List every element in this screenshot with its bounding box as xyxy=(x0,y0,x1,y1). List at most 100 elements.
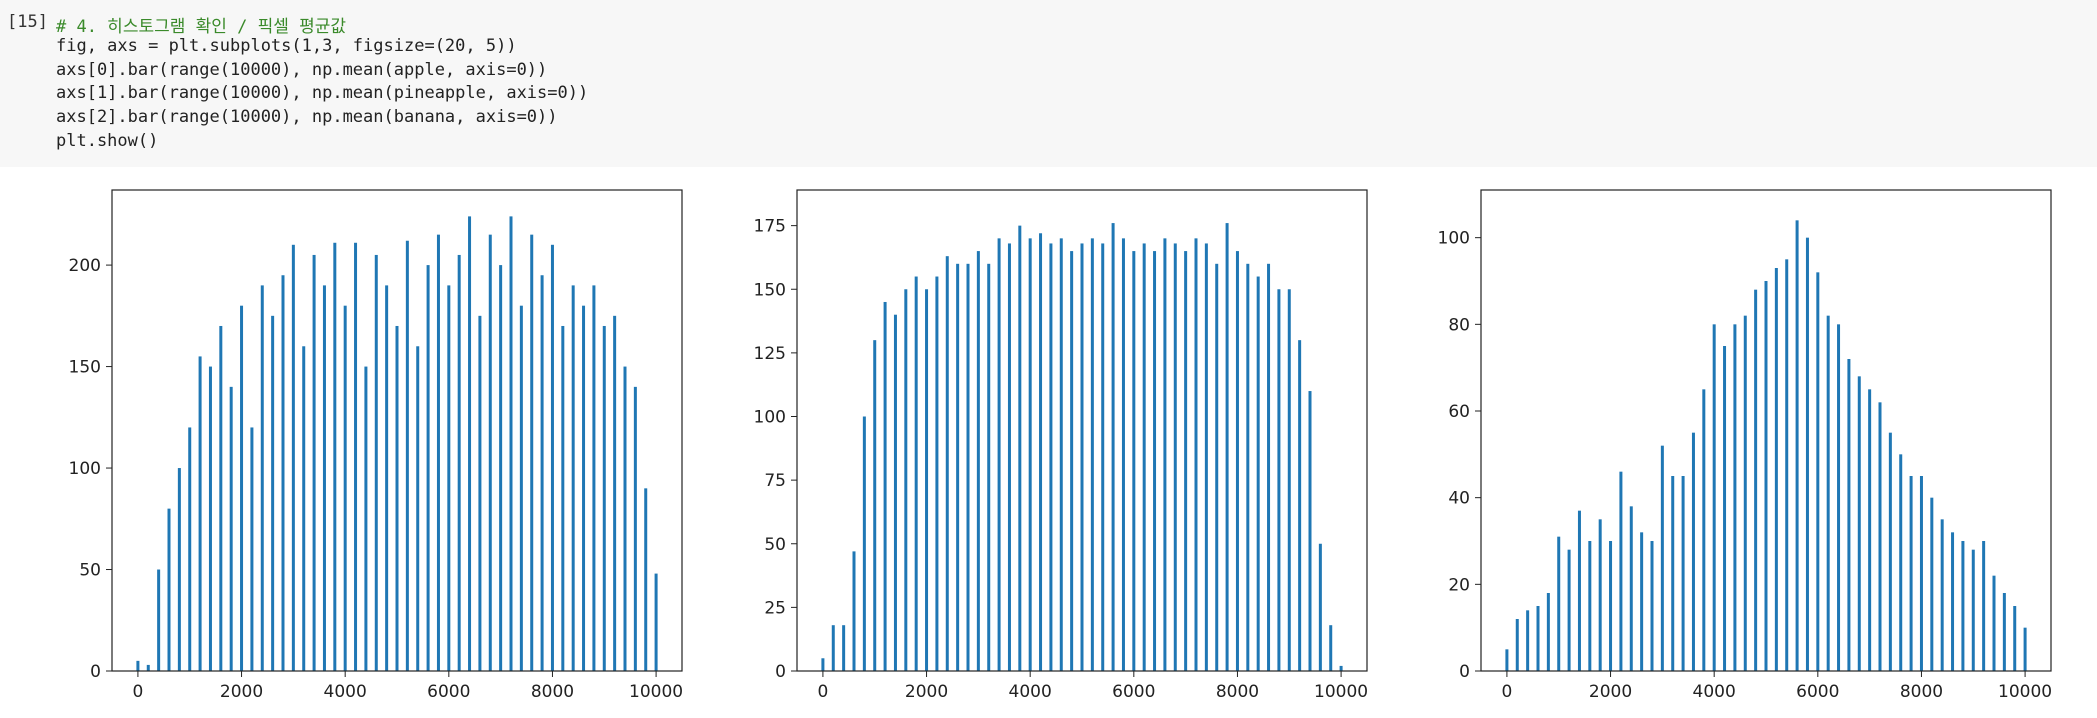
bar xyxy=(550,244,554,671)
x-tick-label: 4000 xyxy=(1009,682,1052,702)
bar xyxy=(1329,625,1333,671)
bar xyxy=(1816,272,1820,671)
bar xyxy=(1691,432,1695,671)
bar xyxy=(842,625,846,671)
bar xyxy=(1059,238,1063,671)
bar xyxy=(1505,649,1509,671)
bar xyxy=(1515,619,1519,671)
bar xyxy=(1837,324,1841,671)
bar xyxy=(1795,220,1799,672)
x-tick-label: 10000 xyxy=(629,682,683,702)
bar xyxy=(873,340,877,671)
bar xyxy=(1619,471,1623,671)
bar xyxy=(1090,238,1094,671)
bar xyxy=(447,285,451,671)
bar xyxy=(1785,259,1789,671)
bar xyxy=(229,386,233,671)
bar xyxy=(1194,238,1198,671)
bar xyxy=(1184,251,1188,671)
bar xyxy=(1567,549,1571,671)
bar xyxy=(1598,519,1602,671)
bar xyxy=(821,658,825,671)
bar xyxy=(1007,243,1011,671)
bar xyxy=(1277,289,1281,671)
bar xyxy=(1577,510,1581,671)
y-tick-label: 80 xyxy=(1448,315,1470,335)
bar xyxy=(1629,506,1633,671)
y-tick-label: 60 xyxy=(1448,402,1470,422)
bar xyxy=(602,325,606,671)
y-tick-label: 100 xyxy=(754,408,786,428)
bar xyxy=(623,366,627,671)
cell-prompt: [15] xyxy=(7,12,48,32)
bar xyxy=(1132,251,1136,671)
bar xyxy=(852,551,856,671)
bar xyxy=(883,301,887,671)
x-tick-label: 2000 xyxy=(905,682,948,702)
bar xyxy=(302,346,306,671)
bar xyxy=(862,416,866,671)
y-tick-label: 150 xyxy=(69,358,101,378)
x-tick-label: 8000 xyxy=(1900,682,1943,702)
bar xyxy=(1909,476,1913,671)
y-tick-label: 150 xyxy=(754,280,786,300)
y-tick-label: 40 xyxy=(1448,489,1470,509)
bar xyxy=(1049,243,1053,671)
bar xyxy=(1070,251,1074,671)
x-tick-label: 6000 xyxy=(1112,682,1155,702)
bar xyxy=(1298,340,1302,671)
bar xyxy=(509,216,513,671)
bar xyxy=(1080,243,1084,671)
bar xyxy=(945,256,949,671)
code-cell: [15] # 4. 히스토그램 확인 / 픽셀 평균값 fig, axs = p… xyxy=(0,0,2097,167)
bar xyxy=(976,251,980,671)
bar xyxy=(1660,445,1664,671)
bar xyxy=(1142,243,1146,671)
bar xyxy=(1173,243,1177,671)
bar xyxy=(1650,541,1654,671)
bar xyxy=(2002,593,2006,671)
bar xyxy=(1028,238,1032,671)
bar xyxy=(654,573,658,671)
bar xyxy=(1712,324,1716,671)
bar xyxy=(935,276,939,671)
bar xyxy=(457,254,461,672)
bar xyxy=(416,346,420,671)
x-tick-label: 8000 xyxy=(531,682,574,702)
bar xyxy=(1826,315,1830,671)
x-tick-label: 6000 xyxy=(1796,682,1839,702)
bar xyxy=(592,285,596,671)
bar xyxy=(904,289,908,671)
bar xyxy=(436,234,440,671)
y-tick-label: 0 xyxy=(90,662,101,682)
bar xyxy=(157,569,161,671)
bar xyxy=(561,325,565,671)
y-tick-label: 0 xyxy=(775,662,786,682)
code-line: axs[1].bar(range(10000), np.mean(pineapp… xyxy=(56,83,589,103)
bar xyxy=(499,265,503,671)
axes-frame xyxy=(1480,189,2052,672)
y-tick-label: 200 xyxy=(69,256,101,276)
bar xyxy=(893,314,897,671)
bar xyxy=(613,315,617,671)
bar xyxy=(385,285,389,671)
bar xyxy=(208,366,212,671)
bar xyxy=(1287,289,1291,671)
bar xyxy=(1588,541,1592,671)
bar xyxy=(488,234,492,671)
bar xyxy=(1536,606,1540,671)
bar xyxy=(333,242,337,671)
bar xyxy=(1640,532,1644,671)
y-tick-label: 50 xyxy=(764,535,786,555)
bar xyxy=(914,276,918,671)
bar xyxy=(1235,251,1239,671)
bar xyxy=(1971,549,1975,671)
bar xyxy=(1018,225,1022,671)
bar xyxy=(354,242,358,671)
bar xyxy=(1557,536,1561,671)
bar xyxy=(831,625,835,671)
bar xyxy=(322,285,326,671)
bar xyxy=(1526,610,1530,671)
